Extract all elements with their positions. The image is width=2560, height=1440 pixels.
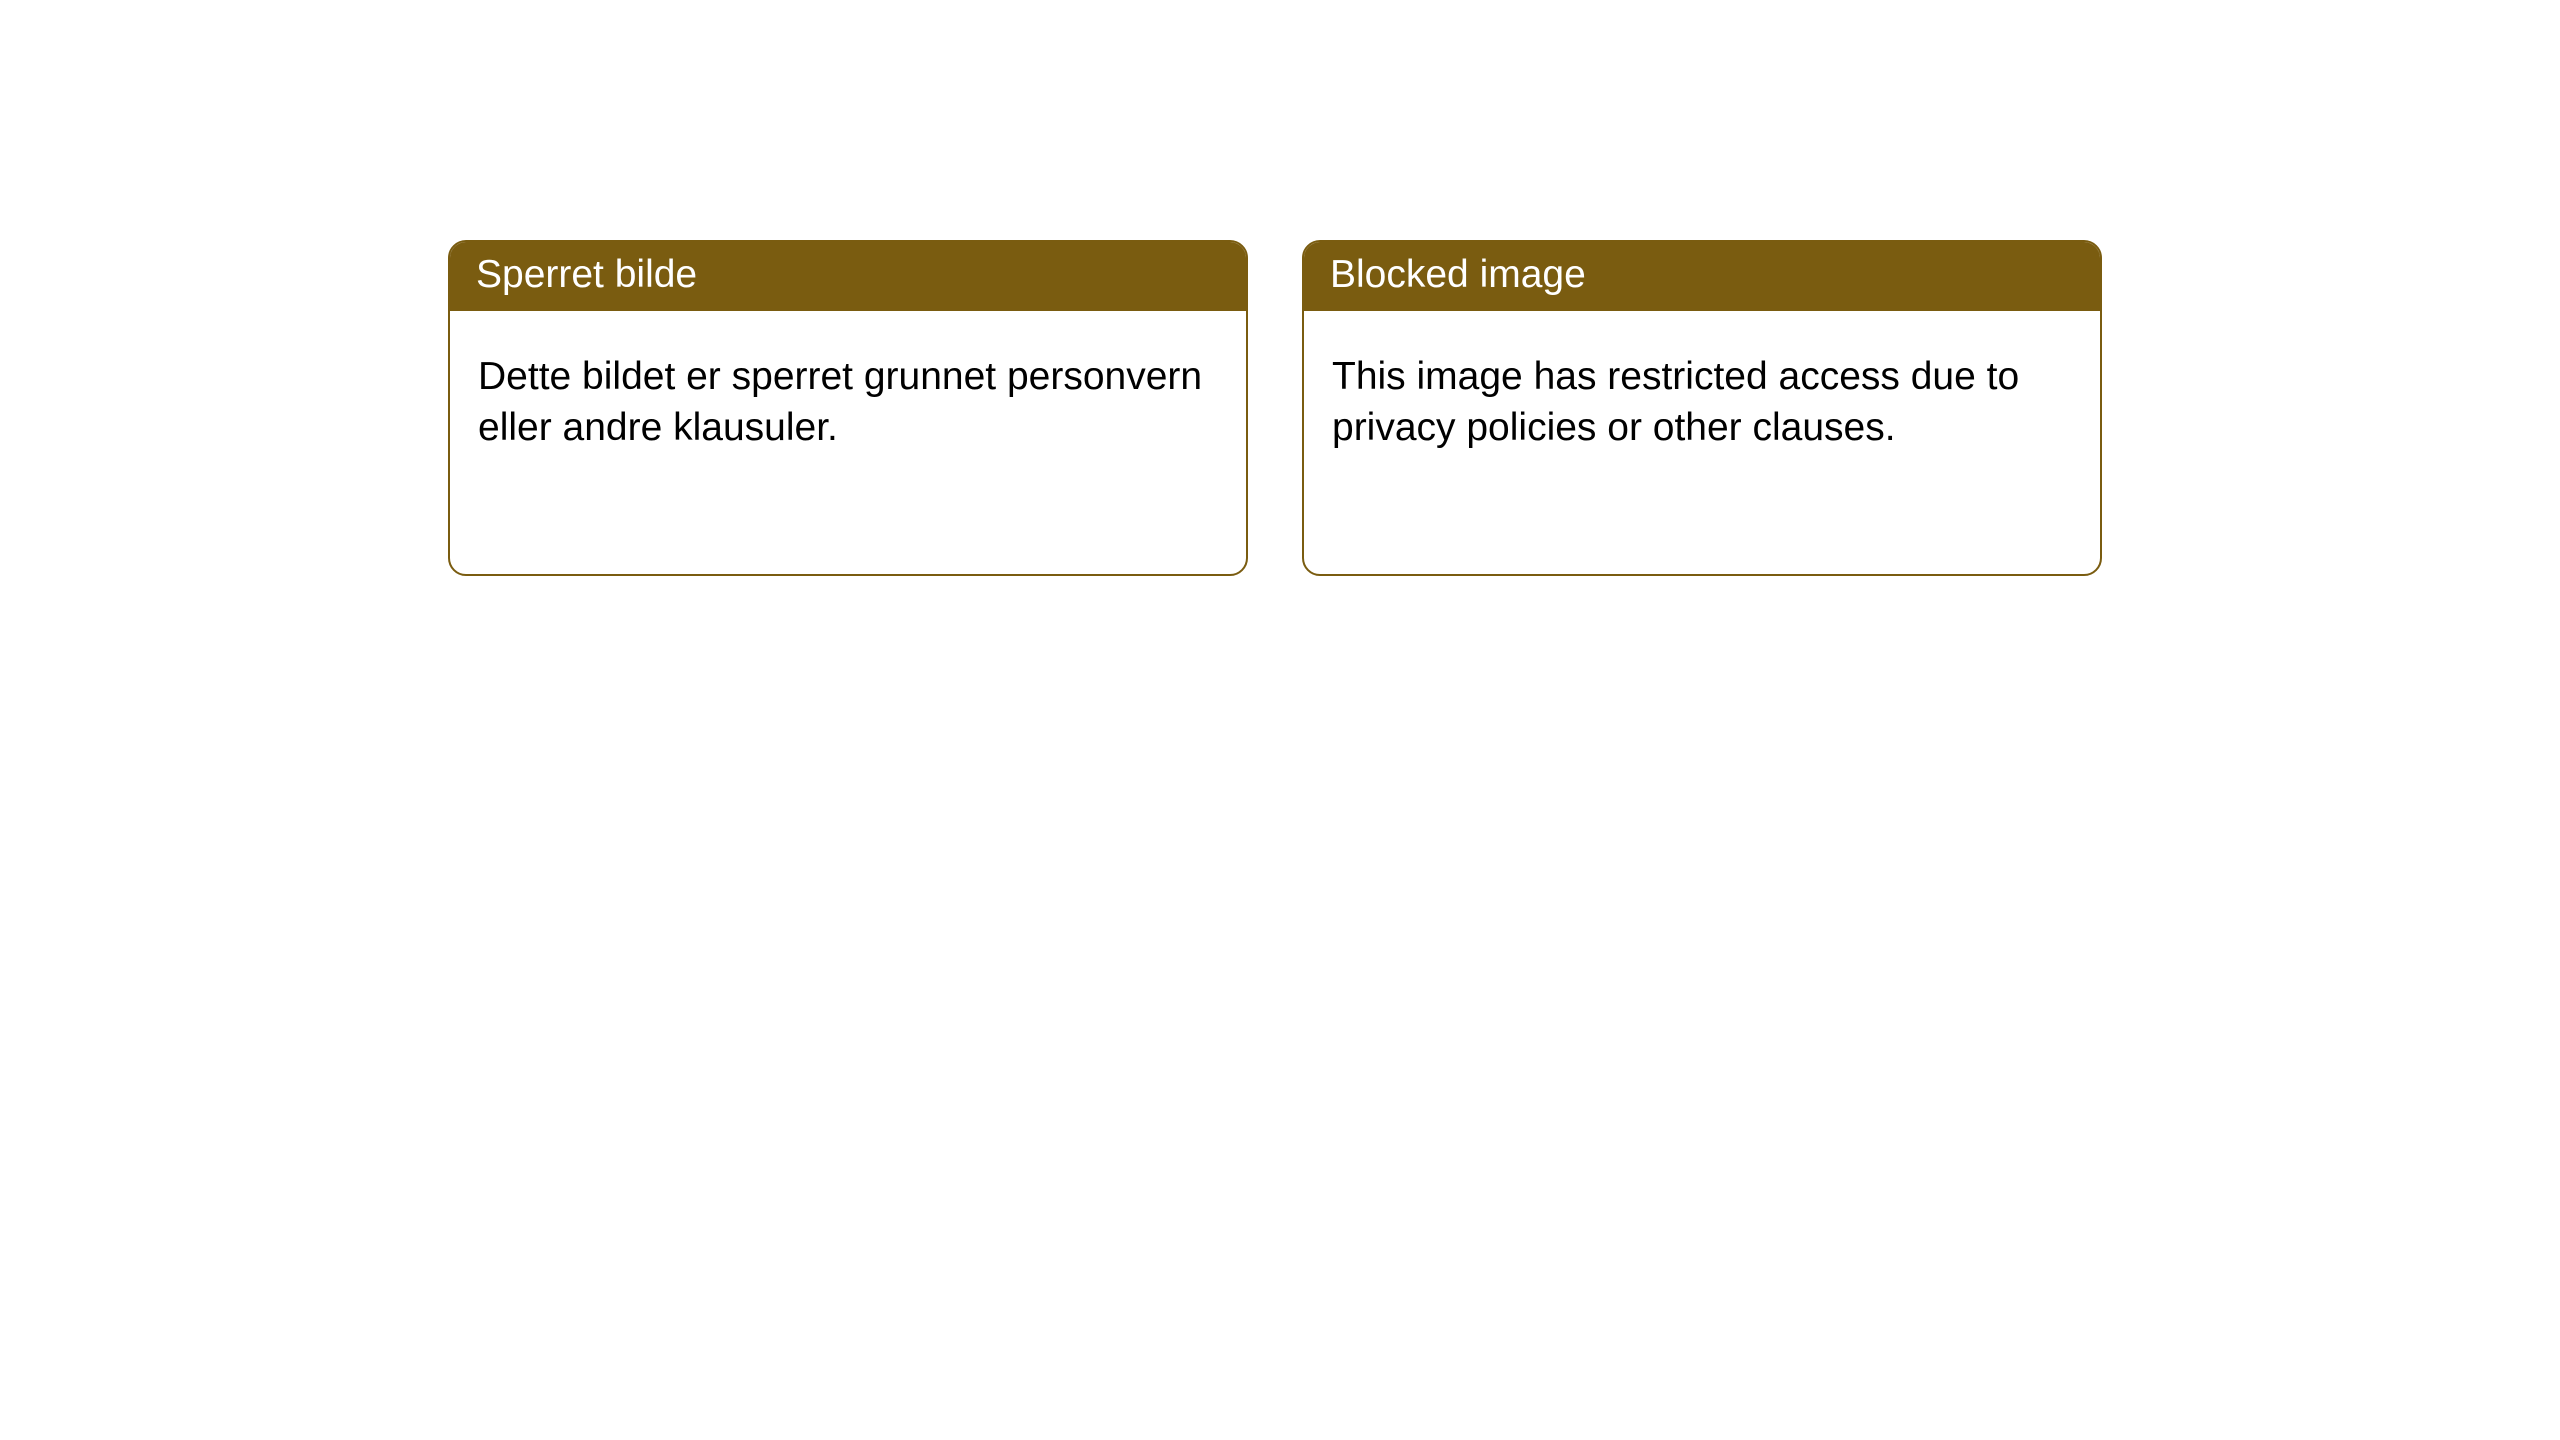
notice-body-norwegian: Dette bildet er sperret grunnet personve…	[450, 311, 1246, 482]
notice-header-english: Blocked image	[1304, 242, 2100, 311]
notice-header-norwegian: Sperret bilde	[450, 242, 1246, 311]
notice-body-english: This image has restricted access due to …	[1304, 311, 2100, 482]
notice-card-norwegian: Sperret bilde Dette bildet er sperret gr…	[448, 240, 1248, 576]
notice-card-english: Blocked image This image has restricted …	[1302, 240, 2102, 576]
notice-container: Sperret bilde Dette bildet er sperret gr…	[0, 0, 2560, 576]
